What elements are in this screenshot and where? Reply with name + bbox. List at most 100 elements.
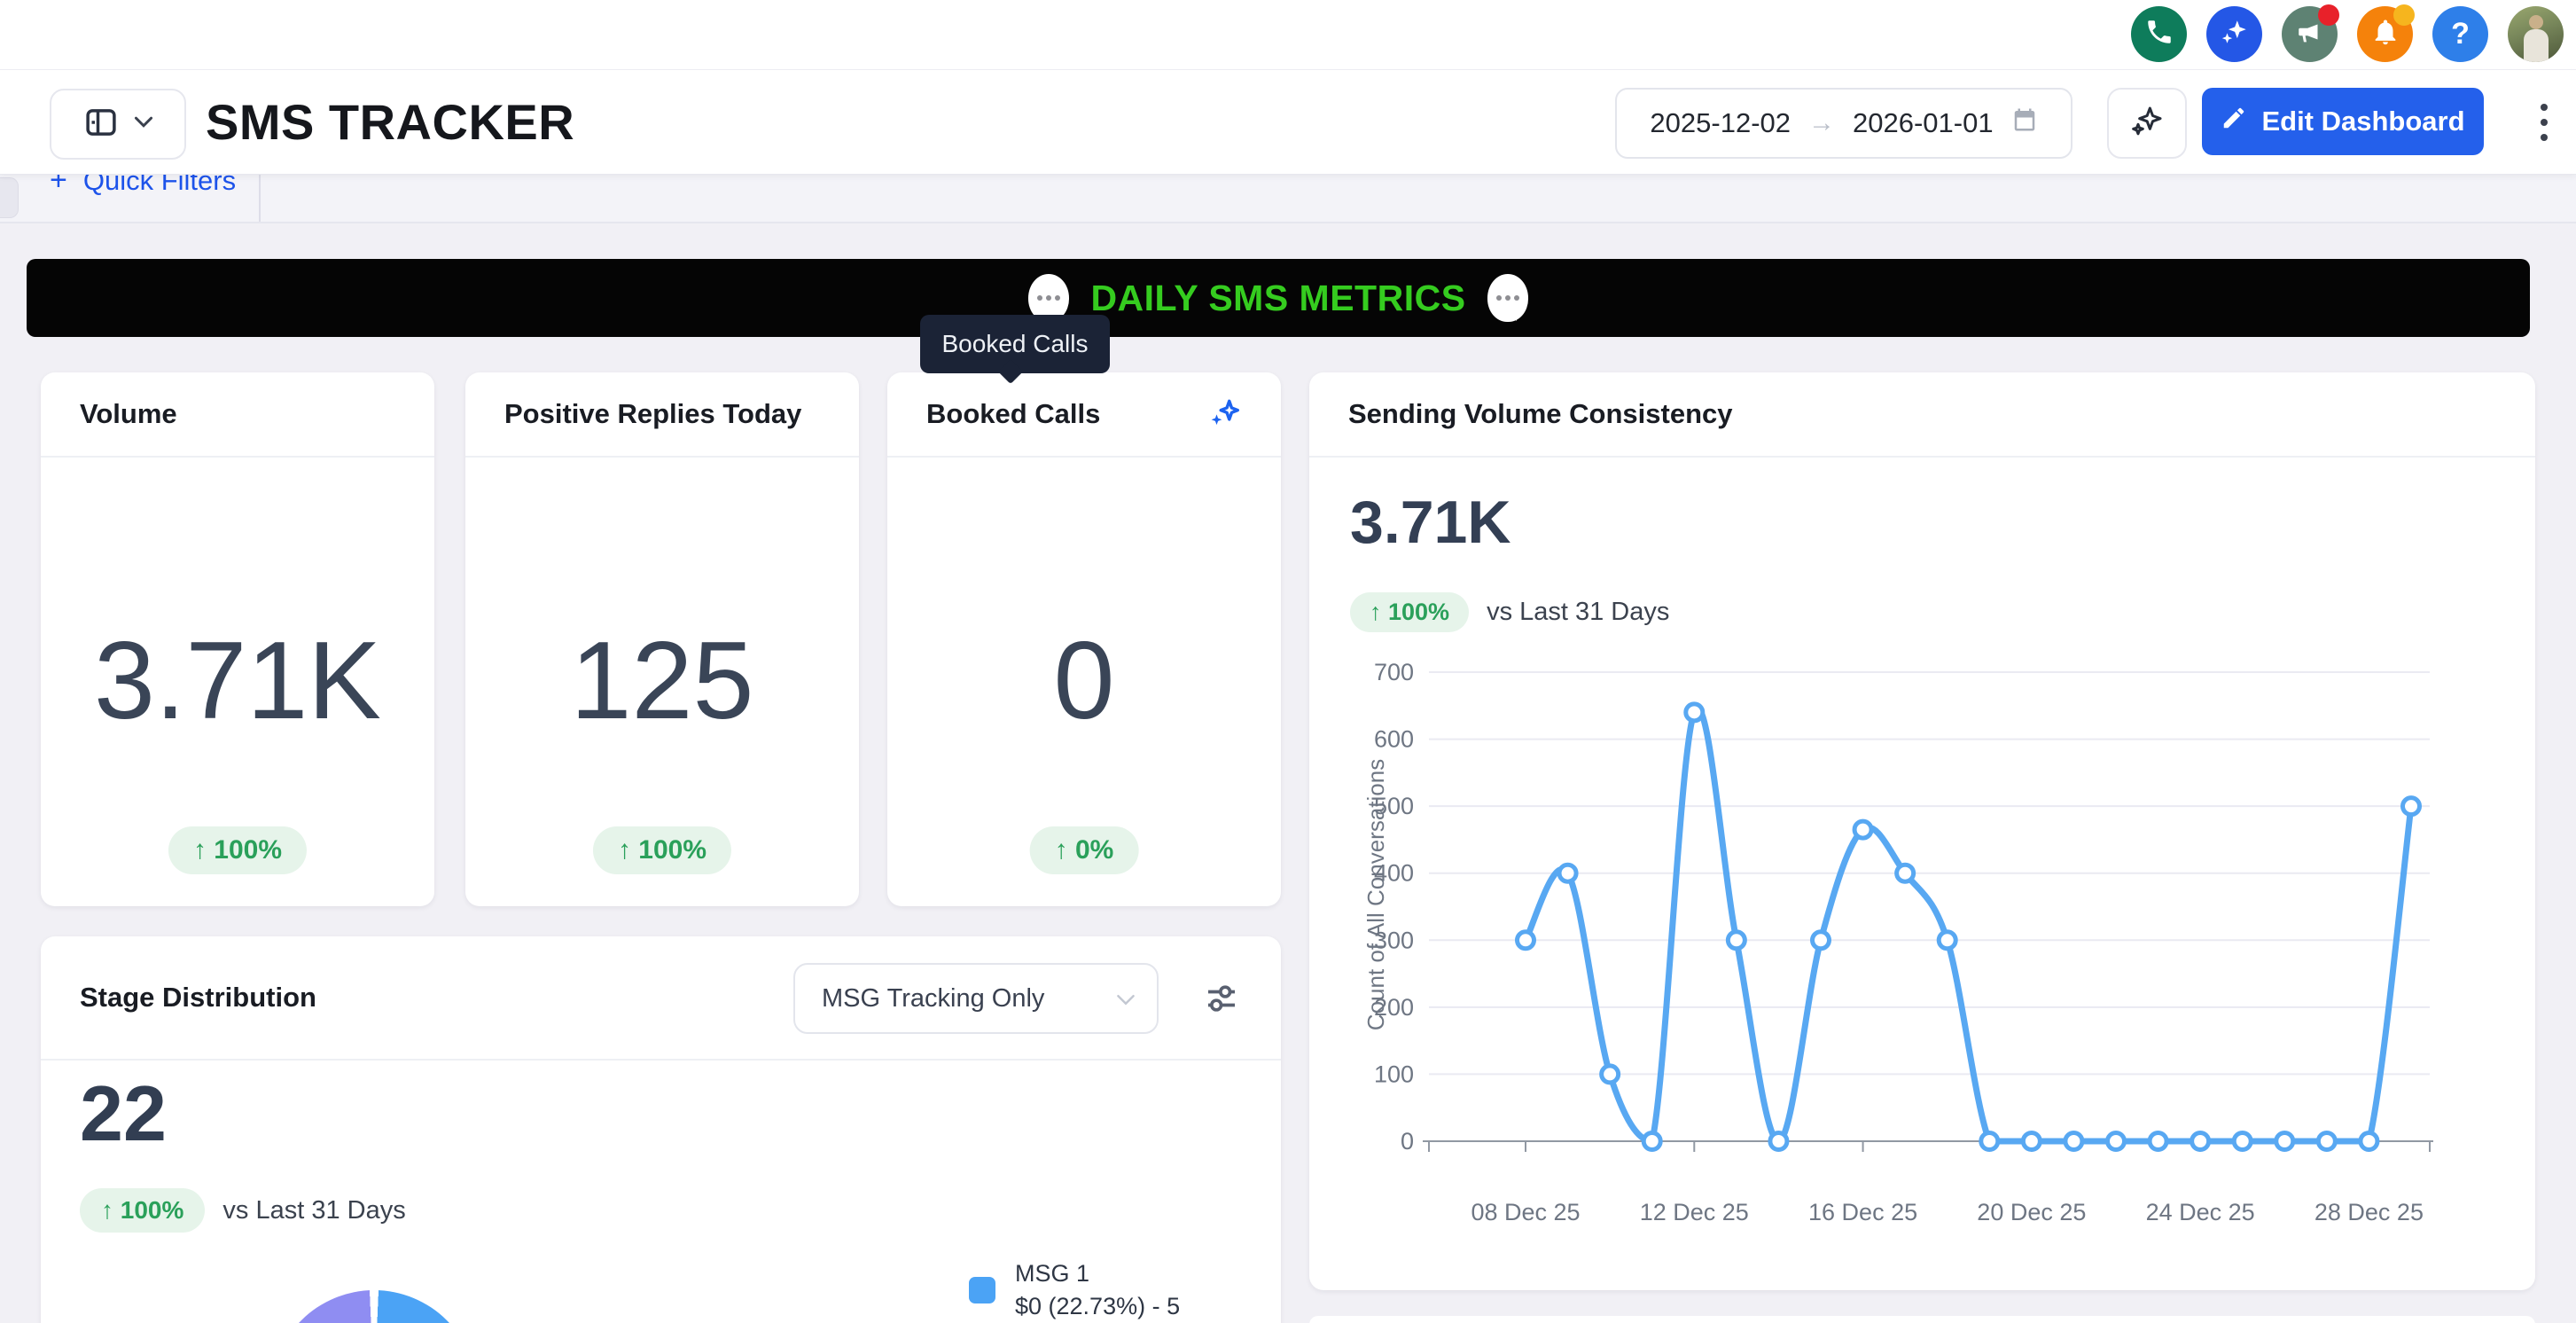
ai-assistant-button[interactable] [2206,6,2262,62]
plus-icon: + [50,174,67,197]
card-header: Volume [41,372,434,458]
quick-filters-label: Quick Filters [82,174,237,196]
svg-text:24 Dec 25: 24 Dec 25 [2146,1199,2255,1225]
volume-consistency-line-chart: 0 100 200 300 400 500 600 700 Count of All Conve… [1362,659,2433,1225]
layout-grid-icon [82,104,120,145]
megaphone-icon [2295,17,2325,51]
svg-text:08 Dec 25: 08 Dec 25 [1471,1199,1580,1225]
card-title: Booked Calls [926,398,1101,429]
bell-icon [2370,17,2400,51]
dropdown-value: MSG Tracking Only [822,983,1045,1013]
positive-replies-card: Positive Replies Today 125 ↑ 100% [465,372,859,906]
sparkles-outline-icon [2129,104,2165,144]
date-range-end[interactable]: 2026-01-01 [1853,107,1994,138]
svg-text:0: 0 [1401,1128,1414,1155]
svg-text:600: 600 [1374,726,1414,753]
notification-dot [2318,4,2339,26]
date-range-picker[interactable]: 2025-12-02 → 2026-01-01 [1615,88,2073,159]
chevron-down-icon [134,115,153,133]
stage-delta-row: ↑ 100% vs Last 31 Days [80,1188,406,1233]
delta-badge: ↑ 100% [168,826,308,874]
legend-detail: $0 (22.73%) - 5 [1015,1293,1181,1319]
help-button[interactable]: ? [2432,6,2488,62]
svg-text:300: 300 [1374,927,1414,953]
legend-swatch [969,1277,995,1303]
booked-calls-tooltip: Booked Calls [920,315,1110,373]
stage-total-value: 22 [80,1069,167,1157]
card-body: 3.71K ↑ 100% [41,458,434,904]
divider [259,174,261,222]
kpi-value: 125 [570,620,754,742]
banner: DAILY SMS METRICS [27,259,2530,337]
tracking-mode-dropdown[interactable]: MSG Tracking Only [793,963,1159,1034]
compare-label: vs Last 31 Days [222,1195,406,1225]
booked-calls-card: Booked Calls 0 ↑ 0% [887,372,1281,906]
phone-button[interactable] [2131,6,2187,62]
more-options-button[interactable] [2526,96,2562,149]
svg-text:100: 100 [1374,1061,1414,1087]
stage-distribution-card: Stage Distribution MSG Tracking Only 22 … [41,936,1281,1323]
notification-dot [2393,4,2415,26]
pencil-icon [2221,105,2247,138]
edit-dashboard-button[interactable]: Edit Dashboard [2202,88,2484,155]
collapsed-panel-handle[interactable] [0,177,19,218]
card-body: 0 ↑ 0% [887,458,1281,904]
speech-balloon-icon [1028,274,1070,322]
card-header: Positive Replies Today [465,372,859,458]
top-bar: ? [0,0,2576,70]
svg-text:700: 700 [1374,659,1414,685]
ai-insights-button[interactable] [2107,88,2187,159]
compare-label: vs Last 31 Days [1487,598,1670,626]
chart-delta-row: ↑ 100% vs Last 31 Days [1350,592,1669,632]
volume-card: Volume 3.71K ↑ 100% [41,372,434,906]
avatar[interactable] [2508,6,2564,62]
delta-badge: ↑ 0% [1029,826,1139,874]
svg-text:400: 400 [1374,860,1414,887]
card-title: Positive Replies Today [504,398,802,429]
speech-balloon-icon [1487,274,1528,322]
svg-text:500: 500 [1374,793,1414,819]
delta-badge: ↑ 100% [80,1188,206,1233]
svg-text:16 Dec 25: 16 Dec 25 [1808,1199,1917,1225]
legend-label: MSG 1 [1015,1260,1090,1287]
quick-filters-row: + Quick Filters [0,174,2576,223]
date-range-start[interactable]: 2025-12-02 [1650,107,1791,138]
sparkles-icon [2220,17,2250,51]
range-arrow-icon: → [1808,108,1835,137]
sliders-filter-icon[interactable] [1204,981,1239,1016]
stage-distribution-pie-chart [271,1290,477,1323]
kpi-value: 3.71K [93,620,382,742]
edit-dashboard-label: Edit Dashboard [2261,106,2465,137]
card-header: Booked Calls [887,372,1281,458]
chart-total-value: 3.71K [1350,489,1511,556]
delta-badge: ↑ 100% [592,826,732,874]
legend-entry: MSG 1 $0 (22.73%) - 5 [1015,1257,1180,1323]
ai-sparkles-icon[interactable] [1208,395,1242,434]
pie-legend: MSG 1 $0 (22.73%) - 5 [969,1257,1180,1323]
card-header: Stage Distribution MSG Tracking Only [41,936,1281,1061]
svg-text:Count of All Conversations: Count of All Conversations [1362,759,1389,1030]
svg-text:200: 200 [1374,994,1414,1021]
card-title: Stage Distribution [80,982,316,1013]
question-mark-icon: ? [2451,17,2470,51]
announcements-button[interactable] [2282,4,2339,62]
card-header: Sending Volume Consistency [1309,372,2535,458]
chevron-down-icon [1116,984,1136,1014]
card-title: Volume [80,398,177,429]
card-title: Sending Volume Consistency [1348,398,1733,429]
layout-selector-button[interactable] [50,89,186,160]
phone-icon [2144,17,2174,51]
kpi-value: 0 [1053,620,1115,742]
quick-filters-link[interactable]: + Quick Filters [50,174,236,198]
next-card-top-edge [1309,1316,2535,1323]
sending-volume-consistency-card: Sending Volume Consistency 3.71K ↑ 100% … [1309,372,2535,1290]
calendar-icon [2011,106,2038,140]
svg-text:28 Dec 25: 28 Dec 25 [2314,1199,2424,1225]
card-body: 125 ↑ 100% [465,458,859,904]
dashboard-header: SMS TRACKER 2025-12-02 → 2026-01-01 Edit… [0,69,2576,175]
notifications-button[interactable] [2357,4,2415,62]
page-title: SMS TRACKER [206,93,575,150]
delta-badge: ↑ 100% [1350,592,1470,632]
svg-text:12 Dec 25: 12 Dec 25 [1640,1199,1749,1225]
